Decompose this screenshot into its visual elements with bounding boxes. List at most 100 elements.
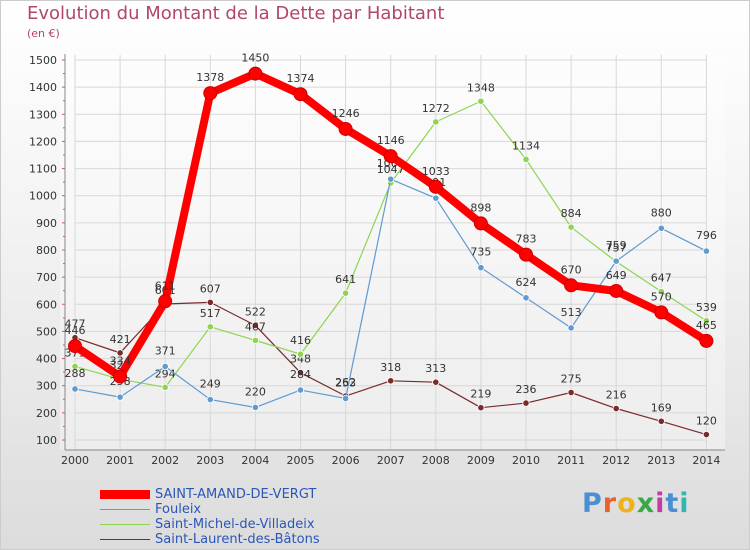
data-point (428, 179, 443, 194)
data-label: 513 (561, 306, 582, 319)
data-label: 670 (561, 263, 582, 276)
data-point (432, 378, 440, 386)
x-tick-label: 2013 (647, 454, 675, 467)
data-point (432, 118, 440, 126)
data-label: 611 (155, 279, 176, 292)
data-point (387, 377, 395, 385)
data-point (612, 257, 620, 265)
data-point (657, 417, 665, 425)
data-label: 1348 (467, 81, 495, 94)
logo-letter: r (602, 488, 618, 519)
data-label: 624 (516, 276, 537, 289)
data-point (68, 339, 82, 354)
legend-label: Saint-Michel-de-Villadeix (155, 516, 315, 532)
data-point (519, 247, 533, 262)
data-label: 1134 (512, 139, 540, 152)
data-point (71, 362, 79, 371)
data-label: 649 (606, 269, 627, 282)
data-label: 735 (470, 246, 491, 259)
data-point (522, 294, 530, 302)
data-point (338, 121, 353, 136)
data-point (341, 289, 350, 297)
data-label: 334 (110, 354, 131, 367)
legend-swatch (100, 523, 150, 525)
x-tick-label: 2000 (61, 454, 89, 467)
data-label: 421 (110, 333, 131, 346)
y-tick-label: 300 (36, 380, 57, 393)
legend-label: Fouleix (155, 501, 202, 517)
y-tick-label: 1100 (29, 163, 57, 176)
data-label: 120 (696, 415, 717, 428)
data-label: 446 (65, 324, 86, 337)
data-point (383, 149, 398, 164)
data-label: 467 (245, 320, 266, 333)
y-tick-label: 1300 (29, 108, 57, 121)
data-point (567, 324, 575, 332)
data-label: 416 (290, 334, 311, 347)
x-tick-label: 2011 (557, 454, 585, 467)
data-point (477, 97, 485, 105)
data-point (251, 403, 259, 412)
data-point (113, 369, 128, 384)
data-label: 570 (651, 290, 672, 303)
logo-letter: i (655, 488, 666, 519)
logo-letter: o (617, 488, 637, 519)
data-label: 465 (696, 319, 717, 332)
y-tick-label: 900 (36, 217, 57, 230)
data-point (206, 298, 214, 306)
data-label: 647 (651, 272, 672, 285)
data-label: 1246 (332, 107, 360, 120)
data-label: 796 (696, 229, 717, 242)
data-point (206, 395, 214, 404)
data-point (564, 278, 579, 293)
data-label: 517 (200, 307, 221, 320)
data-label: 759 (606, 239, 627, 252)
data-label: 539 (696, 301, 717, 314)
legend-item-saint-michel-de-villadeix: Saint-Michel-de-Villadeix (100, 516, 315, 532)
data-point (522, 399, 530, 407)
x-tick-label: 2008 (422, 454, 450, 467)
data-point (251, 336, 259, 344)
data-point (116, 393, 124, 401)
data-point (699, 333, 714, 348)
data-label: 275 (561, 373, 582, 386)
x-tick-label: 2005 (287, 454, 315, 467)
data-label: 783 (516, 233, 537, 246)
chart-title: Evolution du Montant de la Dette par Hab… (27, 3, 445, 24)
data-point (296, 386, 305, 394)
y-tick-label: 1500 (29, 54, 57, 67)
data-label: 898 (470, 201, 491, 214)
data-point (161, 383, 169, 391)
data-label: 1033 (422, 165, 450, 178)
x-tick-label: 2007 (377, 454, 405, 467)
data-point (158, 294, 173, 309)
x-tick-label: 2003 (196, 454, 224, 467)
data-point (567, 388, 575, 397)
data-label: 313 (425, 362, 446, 375)
data-point (341, 394, 350, 403)
data-point (612, 404, 620, 413)
data-label: 288 (65, 367, 86, 380)
data-label: 607 (200, 282, 221, 295)
x-tick-label: 2012 (602, 454, 630, 467)
y-tick-label: 700 (36, 271, 57, 284)
proxiti-logo: Proxiti (582, 488, 690, 519)
y-tick-label: 800 (36, 244, 57, 257)
data-label: 262 (335, 376, 356, 389)
legend-label: SAINT-AMAND-DE-VERGT (155, 486, 317, 502)
legend-item-fouleix: Fouleix (100, 501, 202, 517)
data-label: 477 (65, 318, 86, 331)
y-tick-label: 500 (36, 325, 57, 338)
data-point (702, 430, 711, 439)
data-label: 880 (651, 206, 672, 219)
data-point (296, 350, 305, 358)
legend-swatch (100, 538, 150, 540)
data-label: 1146 (377, 134, 405, 147)
data-point (702, 317, 711, 325)
data-label: 1272 (422, 102, 450, 115)
data-point (251, 321, 259, 330)
y-tick-label: 1200 (29, 135, 57, 148)
legend-swatch (100, 508, 150, 510)
